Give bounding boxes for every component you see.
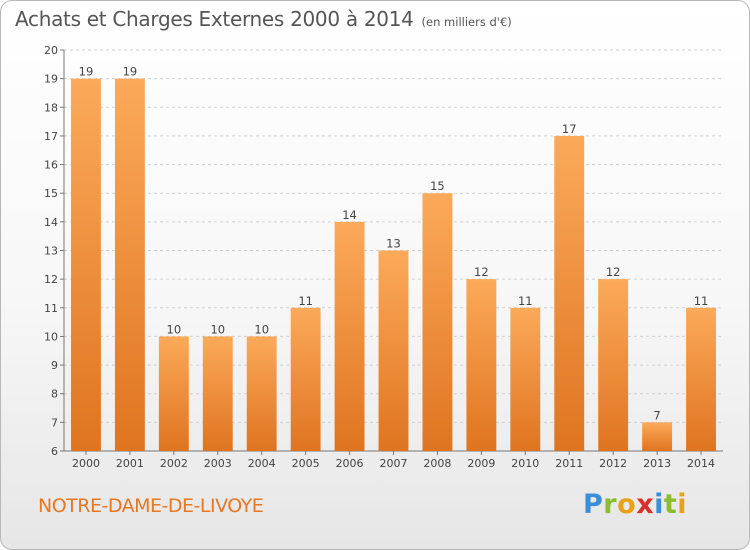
bar (158, 336, 189, 451)
logo-letter: x (636, 489, 655, 520)
logo-letter: i (677, 489, 688, 520)
logo-letter: o (617, 489, 637, 520)
bar (554, 135, 585, 451)
x-tick-label: 2009 (467, 457, 495, 470)
y-tick-label: 7 (51, 416, 58, 429)
bar (334, 221, 365, 451)
x-tick-label: 2011 (555, 457, 583, 470)
x-tick-label: 2013 (643, 457, 671, 470)
bar (246, 336, 277, 451)
bar (510, 307, 541, 451)
bar (290, 307, 321, 451)
data-label: 11 (298, 294, 313, 308)
y-tick-label: 17 (44, 130, 58, 143)
bar (202, 336, 233, 451)
bars (71, 78, 716, 452)
data-label: 10 (167, 322, 182, 336)
bar (686, 307, 716, 451)
x-tick-label: 2014 (687, 457, 715, 470)
x-tick-label: 2012 (599, 457, 627, 470)
x-tick-label: 2003 (204, 457, 232, 470)
y-tick-label: 19 (44, 73, 58, 86)
data-label: 12 (606, 265, 621, 279)
y-tick-label: 11 (44, 302, 58, 315)
y-tick-label: 9 (51, 359, 58, 372)
bar (71, 78, 101, 452)
title-text: Achats et Charges Externes 2000 à 2014 (15, 7, 414, 31)
bar (422, 193, 453, 451)
x-tick-label: 2005 (292, 457, 320, 470)
y-tick-label: 14 (44, 216, 58, 229)
data-label: 13 (386, 237, 401, 251)
axes: 6 7 8 9 10 11 12 13 14 15 16 17 18 19 20 2000 2001 2002 20… (44, 44, 723, 470)
x-tick-label: 2002 (160, 457, 188, 470)
x-tick-label: 2006 (336, 457, 364, 470)
chart-title: Achats et Charges Externes 2000 à 2014 (e… (15, 7, 512, 31)
logo-letter: r (603, 489, 618, 520)
y-tick-label: 6 (51, 445, 58, 458)
proxiti-logo: Proxiti (583, 489, 687, 520)
data-labels: 19 19 10 10 10 11 14 13 15 12 11 17 12 7 11 (79, 65, 709, 423)
x-tick-label: 2004 (248, 457, 276, 470)
y-tick-label: 15 (44, 187, 58, 200)
bar (642, 422, 673, 451)
data-label: 10 (254, 322, 269, 336)
bar (466, 279, 497, 451)
x-tick-label: 2001 (116, 457, 144, 470)
x-tick-label: 2010 (511, 457, 539, 470)
y-tick-label: 20 (44, 44, 58, 57)
x-tick-label: 2008 (423, 457, 451, 470)
x-tick-label: 2000 (72, 457, 100, 470)
location-name: NOTRE-DAME-DE-LIVOYE (38, 495, 264, 517)
bar (114, 78, 145, 452)
data-label: 7 (653, 408, 660, 422)
x-tick-label: 2007 (380, 457, 408, 470)
y-tick-label: 12 (44, 273, 58, 286)
data-label: 10 (210, 322, 225, 336)
logo-letter: i (654, 489, 664, 520)
data-label: 17 (562, 122, 577, 136)
data-label: 12 (474, 265, 489, 279)
bar (378, 250, 409, 451)
logo-letter: t (663, 489, 678, 520)
data-label: 14 (342, 208, 357, 222)
data-label: 11 (694, 294, 709, 308)
chart-subtitle: (en milliers d'€) (421, 15, 512, 29)
bar (598, 279, 629, 451)
data-label: 11 (518, 294, 533, 308)
y-tick-label: 13 (44, 245, 58, 258)
data-label: 19 (79, 65, 94, 79)
data-label: 15 (430, 179, 445, 193)
y-tick-label: 8 (51, 388, 58, 401)
logo-letter: P (583, 489, 604, 520)
data-label: 19 (123, 65, 138, 79)
y-tick-label: 10 (44, 330, 58, 343)
y-tick-label: 16 (44, 159, 58, 172)
y-tick-label: 18 (44, 101, 58, 114)
